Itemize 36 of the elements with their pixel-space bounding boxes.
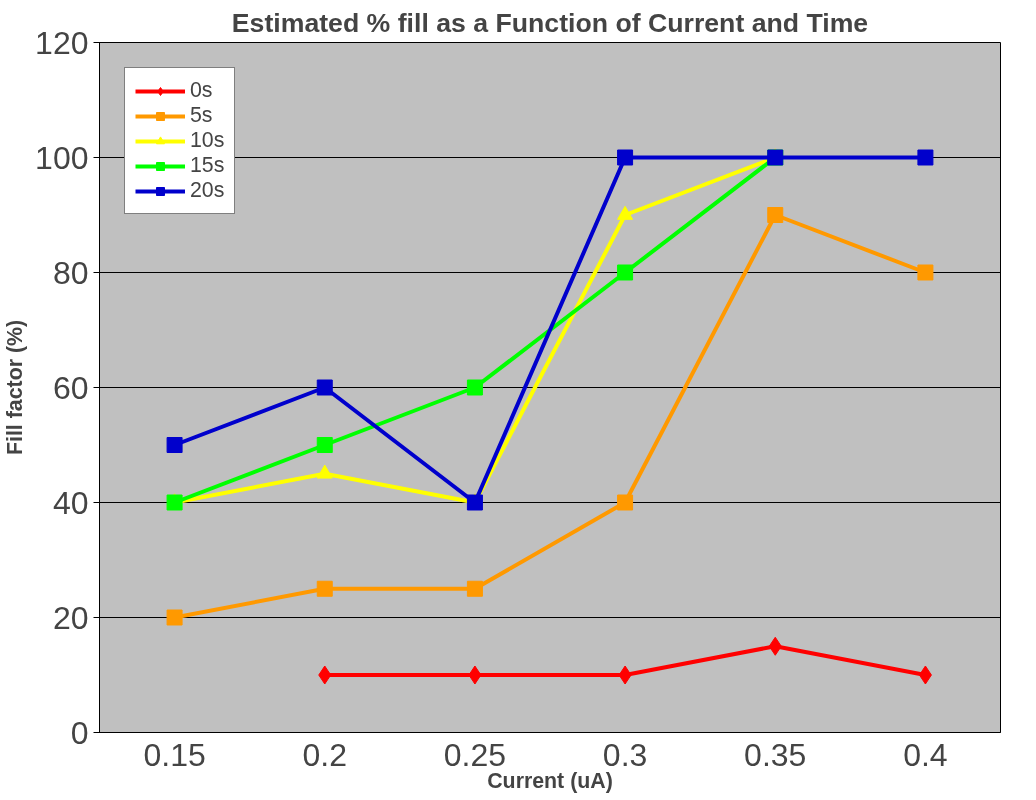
x-tick-label: 0.35 [744, 736, 807, 773]
y-tick-label: 40 [52, 484, 89, 521]
legend-label: 20s [190, 178, 225, 203]
point [166, 437, 183, 453]
legend-label: 10s [190, 128, 225, 153]
x-tick-label: 0.15 [143, 736, 206, 773]
x-tick-label: 0.2 [302, 736, 347, 773]
legend-label: 0s [190, 78, 213, 103]
x-tick-label: 0.4 [903, 736, 948, 773]
chart-title: Estimated % fill as a Function of Current and Time [231, 7, 869, 38]
point [617, 264, 634, 281]
point [316, 580, 333, 597]
y-tick-label: 100 [35, 139, 89, 176]
point [767, 207, 784, 223]
legend-label: 15s [190, 153, 225, 178]
point [466, 379, 483, 396]
y-tick-label: 20 [52, 599, 89, 636]
y-tick-label: 60 [52, 369, 89, 406]
y-axis-title: Fill factor (%) [3, 319, 28, 456]
point [618, 665, 632, 685]
y-tick-label: 0 [70, 714, 89, 751]
point [468, 665, 482, 685]
point [917, 149, 934, 166]
y-tick-label: 120 [35, 24, 89, 61]
y-tick-label: 80 [52, 254, 89, 291]
point [318, 665, 332, 685]
point [617, 149, 634, 166]
point [918, 665, 932, 685]
point [917, 264, 934, 281]
point [316, 379, 333, 396]
point [617, 494, 634, 511]
point [466, 580, 483, 597]
point [316, 437, 333, 453]
point [768, 636, 782, 656]
legend-label: 5s [190, 103, 213, 128]
point [166, 609, 183, 626]
